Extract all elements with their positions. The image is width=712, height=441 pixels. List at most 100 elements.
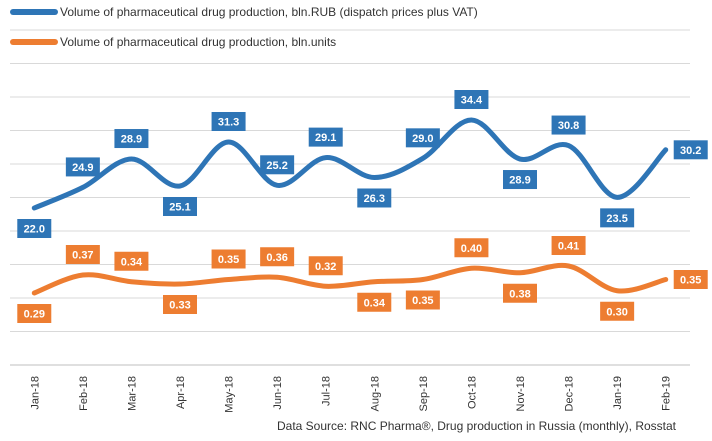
data-label: 31.3 <box>211 112 246 131</box>
data-label-box <box>65 157 100 177</box>
data-label-box <box>673 270 708 289</box>
data-label: 0.38 <box>503 283 537 303</box>
data-label-text: 25.1 <box>169 202 190 214</box>
x-tick-label: Aug-18 <box>369 376 381 411</box>
data-label-box <box>163 197 197 216</box>
data-label-text: 0.30 <box>606 306 627 318</box>
x-tick-label: Jan-18 <box>29 376 41 410</box>
data-label-box <box>600 208 635 228</box>
series-line-units <box>31 262 669 296</box>
data-label-box <box>211 249 246 269</box>
data-label-text: 34.4 <box>461 95 483 107</box>
data-label: 0.36 <box>260 247 295 267</box>
data-label-box <box>308 127 343 147</box>
x-tick-label: Nov-18 <box>515 376 527 411</box>
data-label-box <box>503 170 537 190</box>
x-tick-label: Oct-18 <box>466 376 478 409</box>
data-label-text: 29.1 <box>315 132 336 144</box>
data-label-text: 0.33 <box>169 300 190 312</box>
x-tick-label: Sep-18 <box>418 376 430 411</box>
data-label: 0.34 <box>114 251 149 271</box>
legend-rub-label: Volume of pharmaceutical drug production… <box>60 5 478 19</box>
data-label: 0.34 <box>357 292 392 312</box>
data-label-text: 25.2 <box>266 160 287 172</box>
data-label-text: 28.9 <box>509 175 530 187</box>
data-label-text: 0.35 <box>218 254 239 266</box>
data-source: Data Source: RNC Pharma®, Drug productio… <box>277 419 676 433</box>
data-label-box <box>65 245 100 264</box>
x-tick-label: Dec-18 <box>564 376 576 411</box>
data-label: 0.33 <box>163 295 197 314</box>
data-label-box <box>405 128 440 148</box>
data-label-text: 28.9 <box>121 134 142 146</box>
x-tick-label: Feb-18 <box>78 376 90 411</box>
data-label-box <box>260 155 295 175</box>
data-label-text: 0.35 <box>680 275 701 287</box>
data-label: 26.3 <box>357 188 392 208</box>
data-label: 29.1 <box>308 127 343 147</box>
data-label-box <box>357 188 392 208</box>
data-label: 30.2 <box>673 140 708 160</box>
x-tick-label: May-18 <box>224 376 236 413</box>
x-tick-label: Jun-18 <box>272 376 284 410</box>
data-label: 0.37 <box>65 245 100 264</box>
data-label-box <box>503 283 537 303</box>
data-label-text: 0.36 <box>266 252 287 264</box>
data-label-box <box>260 247 295 267</box>
data-label-text: 0.37 <box>72 250 93 262</box>
data-label-box <box>163 295 197 314</box>
data-label: 23.5 <box>600 208 635 228</box>
data-label: 28.9 <box>503 170 537 190</box>
data-label-box <box>600 301 635 321</box>
data-label-text: 0.40 <box>461 243 482 255</box>
data-label-box <box>357 292 392 312</box>
gridlines <box>10 29 690 366</box>
data-label-box <box>211 112 246 131</box>
data-label: 0.29 <box>17 304 52 323</box>
legend-units-swatch <box>10 39 58 45</box>
data-label-box <box>454 90 489 109</box>
data-label-text: 0.35 <box>412 295 433 307</box>
data-label: 34.4 <box>454 90 489 109</box>
data-label: 28.9 <box>114 129 149 149</box>
data-label: 0.35 <box>673 270 708 289</box>
legend-rub-swatch <box>10 9 58 15</box>
data-label-text: 0.29 <box>24 309 45 321</box>
data-label: 25.2 <box>260 155 295 175</box>
data-label-box <box>405 290 440 310</box>
data-label: 29.0 <box>405 128 440 148</box>
legend-units: Volume of pharmaceutical drug production… <box>10 35 336 49</box>
data-label-box <box>114 251 149 271</box>
data-label-text: 31.3 <box>218 117 239 129</box>
x-tick-label: Feb-19 <box>661 376 673 411</box>
x-tick-label: Jul-18 <box>321 376 333 406</box>
data-label-text: 24.9 <box>72 162 93 174</box>
data-label: 0.30 <box>600 301 635 321</box>
data-label-text: 22.0 <box>24 224 45 236</box>
legend-rub: Volume of pharmaceutical drug production… <box>10 5 478 19</box>
data-label: 25.1 <box>163 197 197 216</box>
series-line-rub <box>31 117 669 211</box>
data-label-text: 30.8 <box>558 120 579 132</box>
data-label-box <box>114 129 149 149</box>
data-label-text: 26.3 <box>364 193 385 205</box>
data-label: 22.0 <box>17 219 52 238</box>
data-label-text: 30.2 <box>680 145 701 157</box>
data-label: 30.8 <box>551 115 586 135</box>
data-label-box <box>17 219 52 238</box>
data-label-box <box>551 115 586 135</box>
data-label-text: 0.34 <box>364 297 386 309</box>
data-label-text: 0.32 <box>315 261 336 273</box>
data-label-text: 0.41 <box>558 241 579 253</box>
data-label: 24.9 <box>65 157 100 177</box>
data-label: 0.32 <box>308 256 343 276</box>
data-label-text: 29.0 <box>412 133 433 145</box>
data-label: 0.35 <box>405 290 440 310</box>
x-tick-label: Jan-19 <box>612 376 624 410</box>
data-label-box <box>673 140 708 160</box>
data-label-text: 0.34 <box>121 256 143 268</box>
data-label-box <box>551 236 586 255</box>
data-label: 0.41 <box>551 236 586 255</box>
data-label-text: 0.38 <box>509 288 530 300</box>
